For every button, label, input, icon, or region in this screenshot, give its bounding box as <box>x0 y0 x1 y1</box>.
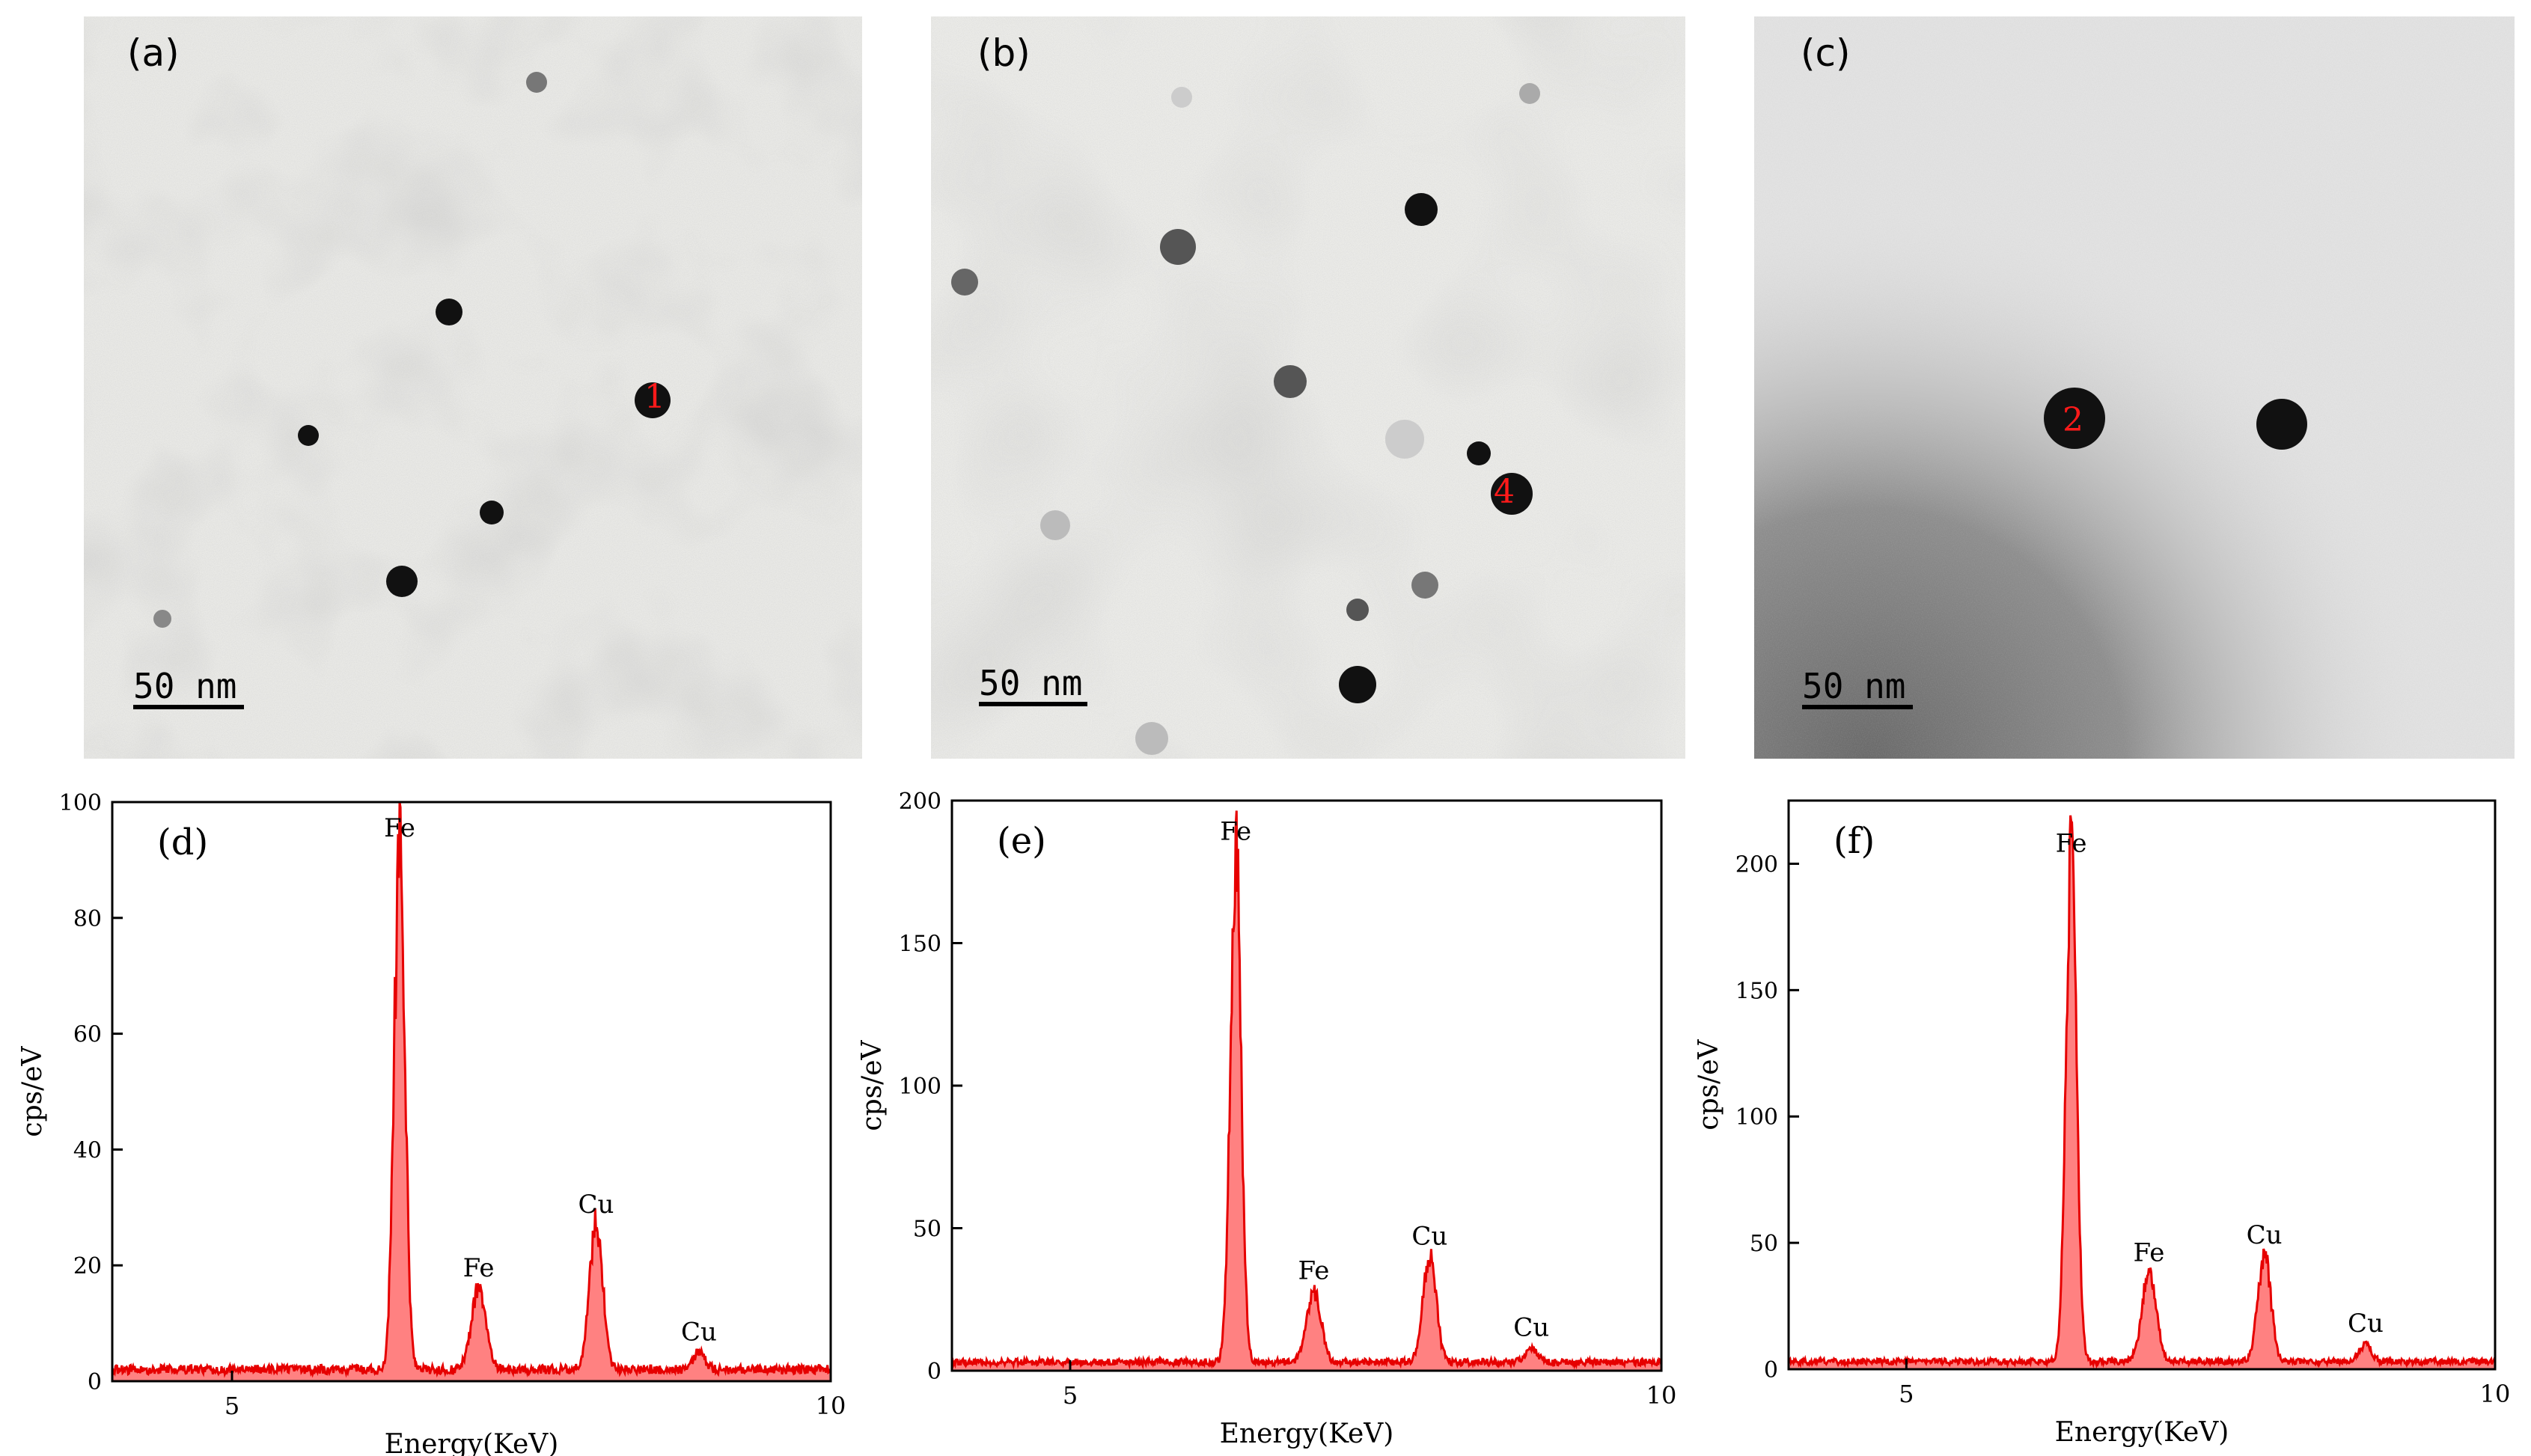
y-tick-label: 60 <box>73 1022 102 1048</box>
panel-label: (f) <box>1834 820 1875 862</box>
panel-label-a: (a) <box>127 31 180 75</box>
peak-label: Cu <box>2348 1309 2384 1339</box>
peak-label: Fe <box>2056 828 2087 858</box>
scale-bar-label-c: 50 nm <box>1802 666 1906 706</box>
peak-label: Fe <box>2134 1238 2165 1268</box>
x-tick-label: 10 <box>1646 1381 1677 1410</box>
particle-marker-c: 2 <box>2063 401 2083 439</box>
scale-bar-label-a: 50 nm <box>133 666 237 706</box>
spectrum-fill <box>1789 815 2495 1369</box>
y-axis-label: cps/eV <box>1694 1039 1724 1130</box>
scale-bar-c <box>1802 705 1913 709</box>
spectrum-line <box>112 801 832 1378</box>
y-axis-label: cps/eV <box>857 1039 888 1131</box>
x-tick-label: 10 <box>816 1392 846 1420</box>
scale-bar-b <box>979 702 1087 706</box>
particle-marker-b: 4 <box>1494 473 1515 511</box>
tem-image-a <box>84 16 862 759</box>
y-tick-label: 50 <box>1750 1231 1778 1257</box>
peak-label: Cu <box>1411 1222 1447 1252</box>
y-tick-label: 40 <box>73 1137 102 1163</box>
y-tick-label: 200 <box>1735 851 1778 878</box>
y-axis-label: cps/eV <box>17 1045 48 1137</box>
y-tick-label: 0 <box>927 1359 941 1385</box>
x-axis-label: Energy(KeV) <box>1220 1419 1394 1449</box>
panel-label: (e) <box>997 820 1046 862</box>
spectrum-fill <box>952 810 1661 1371</box>
x-axis-label: Energy(KeV) <box>2055 1417 2229 1448</box>
peak-label: Fe <box>384 813 415 843</box>
peak-label: Fe <box>463 1253 495 1283</box>
peak-label: Cu <box>2247 1220 2283 1250</box>
scale-bar-a <box>133 705 244 709</box>
particle-marker-a: 1 <box>644 378 665 416</box>
peak-label: Fe <box>1220 817 1251 847</box>
scale-bar-label-b: 50 nm <box>979 663 1083 703</box>
x-axis-label: Energy(KeV) <box>385 1429 559 1456</box>
x-tick-label: 5 <box>1899 1380 1914 1408</box>
y-tick-label: 20 <box>73 1253 102 1279</box>
tem-image-b <box>931 16 1685 759</box>
precipitate-particles <box>951 83 1540 755</box>
panel-label-b: (b) <box>977 31 1031 75</box>
peak-label: Fe <box>1298 1255 1330 1285</box>
precipitate-particles <box>2044 388 2307 450</box>
y-tick-label: 100 <box>899 1074 941 1100</box>
x-tick-label: 5 <box>1063 1381 1078 1410</box>
spectrum-line <box>1787 815 2497 1369</box>
y-tick-label: 150 <box>1735 978 1778 1004</box>
panel-label-c: (c) <box>1801 31 1851 75</box>
panel-label: (d) <box>157 822 208 863</box>
plot-frame <box>1787 799 2497 1371</box>
y-tick-label: 50 <box>913 1217 941 1243</box>
y-tick-label: 0 <box>1764 1357 1778 1383</box>
y-tick-label: 80 <box>73 906 102 932</box>
y-tick-label: 0 <box>88 1369 102 1395</box>
spectrum-fill <box>112 802 831 1381</box>
tem-image-c <box>1754 16 2515 759</box>
y-tick-label: 200 <box>899 789 941 815</box>
y-tick-label: 150 <box>899 932 941 958</box>
x-tick-label: 10 <box>2480 1380 2511 1408</box>
precipitate-particles <box>153 72 671 628</box>
peak-label: Cu <box>578 1190 614 1220</box>
x-tick-label: 5 <box>225 1392 239 1420</box>
plot-frame <box>111 801 832 1383</box>
y-tick-label: 100 <box>1735 1104 1778 1131</box>
peak-label: Cu <box>1513 1313 1549 1343</box>
peak-label: Cu <box>681 1317 717 1347</box>
y-tick-label: 100 <box>59 790 102 816</box>
